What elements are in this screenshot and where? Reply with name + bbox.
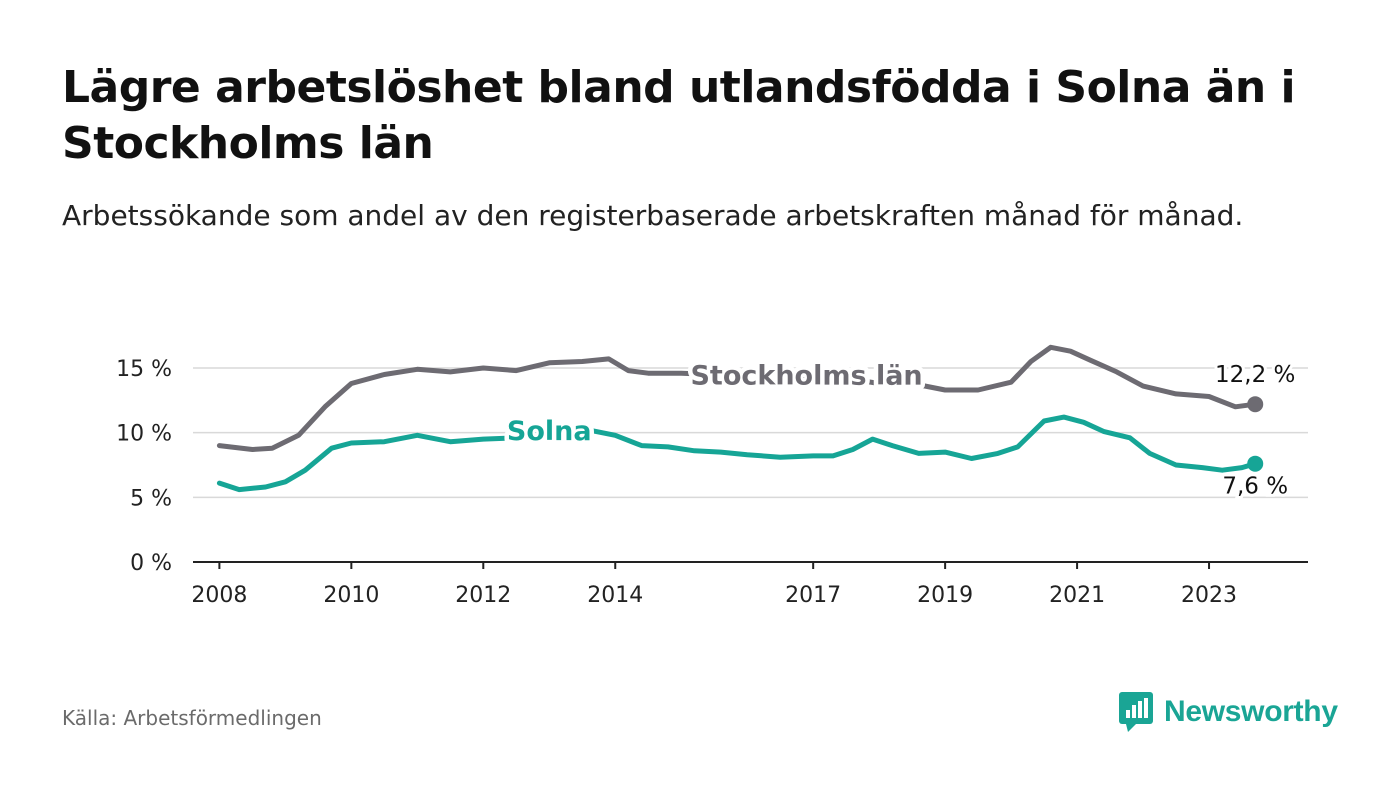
x-tick-label: 2008 [191,583,247,608]
x-axis-ticks: 2008 2010 2012 2014 2017 2019 2021 2023 [191,562,1237,608]
chart-subtitle: Arbetssökande som andel av den registerb… [62,199,1244,232]
series-line-solna [216,414,1258,493]
series-lines: 12,2 % 7,6 % [216,344,1298,503]
y-tick-label: 5 % [130,486,172,511]
chart-title: Lägre arbetslöshet bland utlandsfödda i … [62,62,1296,169]
series-endpoint-stockholms-lan [1247,396,1264,413]
series-name-label: Stockholms län [690,360,922,391]
series-endpoint-solna [1247,455,1264,472]
source-note: Källa: Arbetsförmedlingen [62,706,322,730]
y-tick-label: 15 % [116,357,172,382]
series-annotations: Stockholms län Solna [502,356,927,451]
end-value-label: 7,6 % [1222,474,1288,500]
y-axis-ticks: 0 % 5 % 10 % 15 % [116,357,172,576]
y-tick-label: 10 % [116,422,172,447]
newsworthy-logo-icon [1119,692,1153,732]
x-tick-label: 2010 [323,583,379,608]
y-tick-label: 0 % [130,551,172,576]
series-name-label: Solna [507,416,592,447]
line-chart: 0 %5 %10 %15 % 2008 2010 2012 2014 2017 2019 2… [116,344,1308,608]
brand-logo[interactable]: Newsworthy [1118,690,1338,734]
gridlines [193,367,1308,499]
x-tick-label: 2021 [1049,583,1105,608]
x-tick-label: 2023 [1181,583,1237,608]
series-line-stockholms-lan [216,344,1258,452]
x-tick-label: 2019 [917,583,973,608]
x-tick-label: 2014 [587,583,643,608]
end-value-label: 12,2 % [1215,362,1295,388]
brand-name: Newsworthy [1164,695,1338,728]
x-tick-label: 2017 [785,583,841,608]
x-tick-label: 2012 [455,583,511,608]
